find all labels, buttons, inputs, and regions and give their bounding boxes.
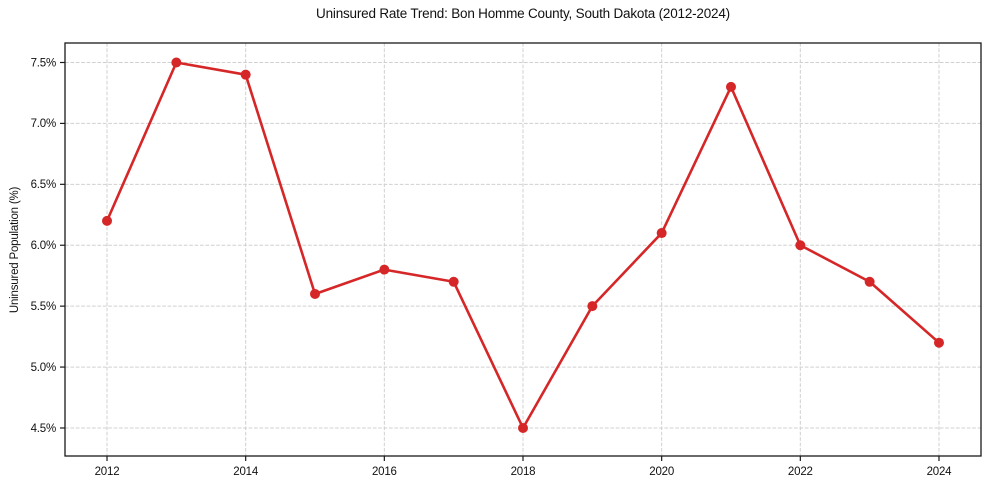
- y-tick-label: 7.0%: [31, 118, 56, 130]
- y-tick-label: 6.0%: [31, 240, 56, 252]
- data-point-marker: [448, 276, 459, 287]
- y-tick-label: 5.0%: [31, 362, 56, 374]
- x-tick-label: 2014: [233, 466, 259, 478]
- x-tick-label: 2012: [95, 466, 120, 478]
- y-tick-label: 5.5%: [31, 301, 56, 313]
- data-point-marker: [379, 264, 390, 275]
- data-point-marker: [656, 228, 667, 239]
- chart-title: Uninsured Rate Trend: Bon Homme County, …: [316, 6, 730, 21]
- x-tick-label: 2022: [788, 466, 813, 478]
- data-point-marker: [518, 422, 528, 433]
- data-point-marker: [795, 240, 806, 251]
- x-tick-label: 2020: [649, 466, 674, 478]
- y-tick-label: 6.5%: [31, 179, 56, 191]
- data-point-marker: [725, 81, 736, 92]
- y-tick-label: 4.5%: [31, 423, 56, 435]
- data-point-marker: [864, 276, 875, 287]
- data-point-marker: [587, 301, 598, 312]
- y-tick-label: 7.5%: [31, 57, 56, 69]
- data-point-marker: [171, 57, 182, 68]
- data-point-marker: [310, 288, 321, 299]
- x-tick-label: 2024: [927, 466, 953, 478]
- data-point-marker: [102, 215, 113, 226]
- x-tick-label: 2016: [372, 466, 397, 478]
- data-point-marker: [933, 337, 944, 348]
- x-tick-label: 2018: [511, 466, 536, 478]
- data-point-marker: [240, 69, 251, 80]
